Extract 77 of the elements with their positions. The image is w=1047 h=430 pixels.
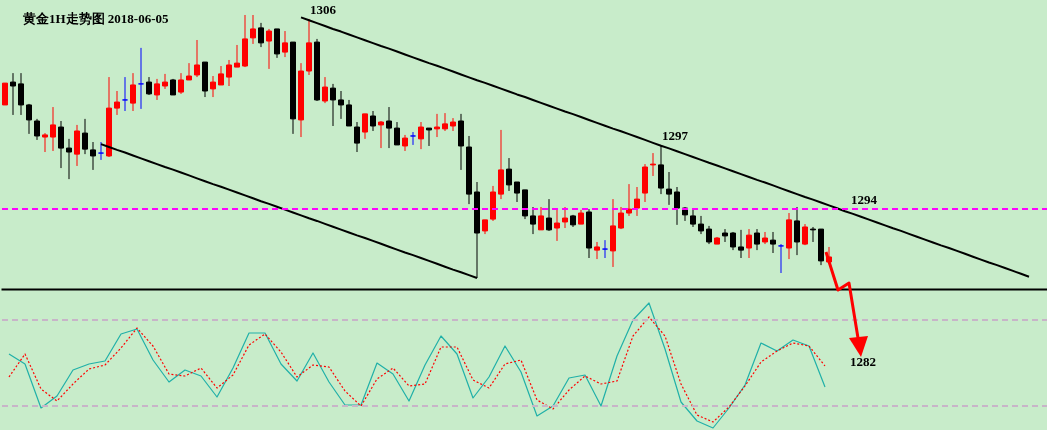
annotation: 1294 xyxy=(851,192,878,208)
candlestick xyxy=(218,65,224,86)
candlestick xyxy=(778,243,784,274)
candlestick xyxy=(162,73,168,90)
candlestick xyxy=(386,106,392,149)
candlestick xyxy=(258,22,264,48)
candlestick xyxy=(210,75,216,98)
candlestick xyxy=(770,231,776,254)
candlestick xyxy=(674,186,680,226)
candlestick xyxy=(18,72,24,116)
candlestick xyxy=(530,206,536,235)
candlestick xyxy=(90,141,96,171)
candlestick xyxy=(2,82,8,106)
candlestick xyxy=(602,239,608,259)
candlestick xyxy=(810,226,816,243)
candlestick xyxy=(722,228,728,243)
candlestick xyxy=(122,76,128,112)
candlestick xyxy=(42,132,48,153)
candlestick xyxy=(594,241,600,260)
candlestick xyxy=(58,120,64,169)
candlestick xyxy=(658,144,664,195)
candlestick xyxy=(50,106,56,152)
candlestick xyxy=(426,127,432,147)
candlestick xyxy=(666,171,672,206)
annotation: 1297 xyxy=(662,127,689,143)
candlestick xyxy=(346,99,352,127)
candlestick xyxy=(538,206,544,231)
candlestick xyxy=(250,14,256,45)
candlestick xyxy=(706,225,712,245)
candlestick xyxy=(738,229,744,259)
candlestick xyxy=(442,112,448,132)
candlestick xyxy=(138,47,144,110)
candlestick xyxy=(754,228,760,251)
candlestick xyxy=(34,118,40,141)
candlestick xyxy=(266,28,272,70)
candlestick xyxy=(26,103,32,135)
candlestick xyxy=(114,90,120,116)
candlestick xyxy=(762,231,768,245)
candlestick xyxy=(794,206,800,256)
candlestick xyxy=(650,152,656,177)
text: 1282 xyxy=(850,354,876,369)
candlestick xyxy=(82,118,88,155)
candlestick xyxy=(698,215,704,235)
candlestick xyxy=(634,186,640,217)
candlestick xyxy=(130,72,136,112)
candlestick xyxy=(10,72,16,116)
candlestick xyxy=(154,78,160,101)
candlestick xyxy=(362,113,368,140)
candlestick xyxy=(66,138,72,180)
candlestick xyxy=(506,157,512,192)
candlestick xyxy=(234,44,240,68)
candlestick xyxy=(194,39,200,78)
annotation: 1306 xyxy=(310,1,337,17)
candlestick xyxy=(354,121,360,153)
candlestick xyxy=(378,120,384,149)
candlestick xyxy=(514,181,520,203)
candlestick xyxy=(370,110,376,132)
candlestick xyxy=(98,141,104,161)
candlestick xyxy=(434,113,440,138)
candlestick xyxy=(178,72,184,95)
candlestick xyxy=(186,62,192,81)
candlestick xyxy=(338,90,344,120)
candlestick xyxy=(74,124,80,167)
candlestick xyxy=(394,121,400,146)
candlestick xyxy=(418,121,424,150)
candlestick xyxy=(626,183,632,217)
candlestick xyxy=(226,59,232,87)
candlestick xyxy=(330,83,336,127)
candlestick xyxy=(322,76,328,104)
candlestick xyxy=(282,30,288,58)
candlestick xyxy=(746,228,752,259)
candlestick xyxy=(450,117,456,132)
candlestick xyxy=(554,208,560,242)
candlestick xyxy=(562,206,568,229)
candlestick xyxy=(546,198,552,232)
chart-title: 黄金1H走势图 2018-06-05 xyxy=(22,11,170,26)
candlestick xyxy=(410,131,416,146)
